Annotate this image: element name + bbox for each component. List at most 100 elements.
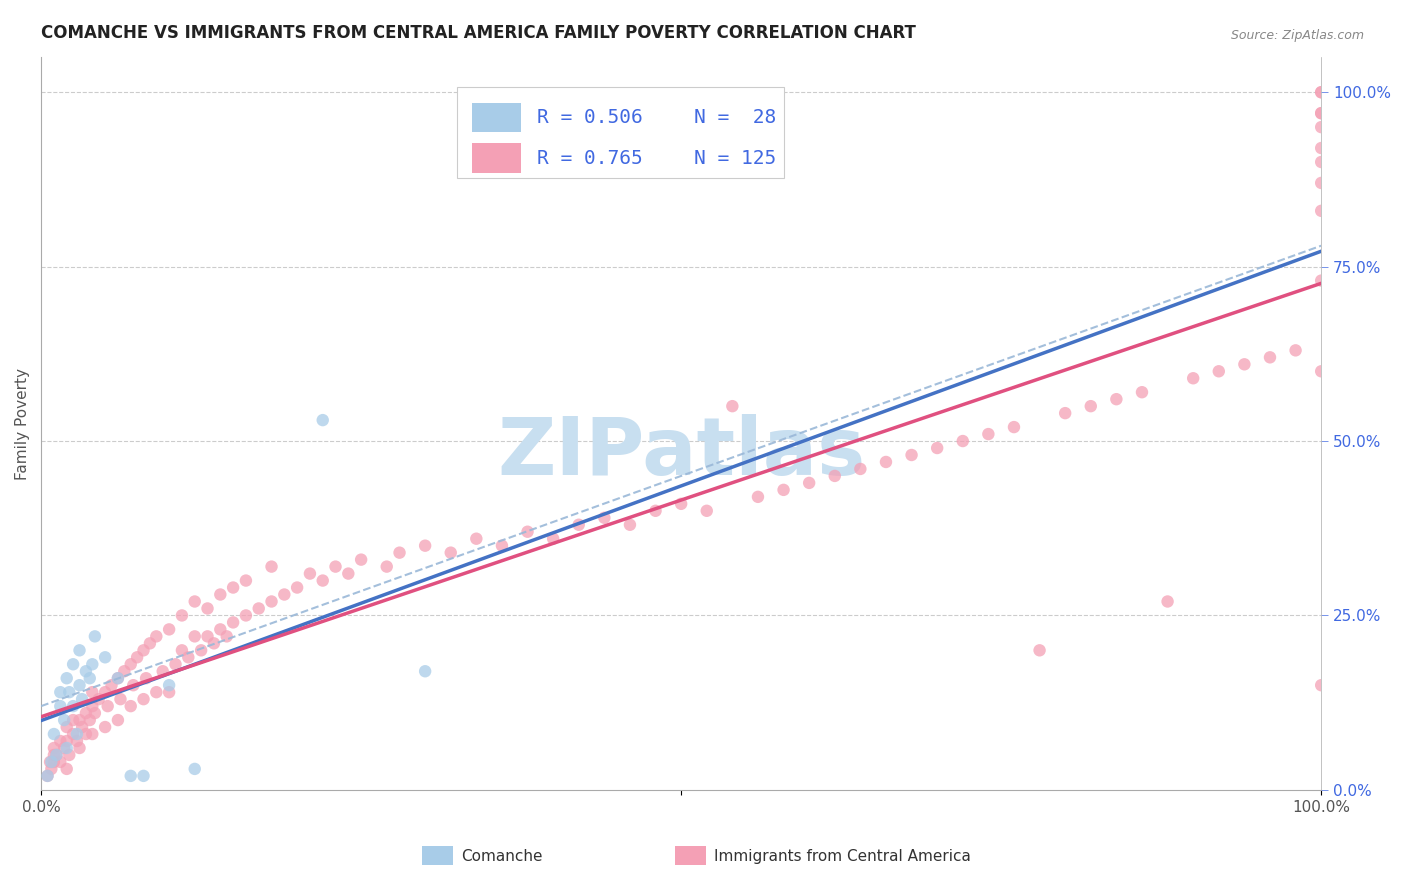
Point: [593, 510, 616, 524]
Point: [1310, 106, 1333, 120]
Point: [58, 747, 80, 762]
Point: [1182, 371, 1205, 385]
Point: [202, 636, 225, 650]
Y-axis label: Family Poverty: Family Poverty: [15, 368, 30, 480]
Point: [273, 587, 295, 601]
Point: [1310, 203, 1333, 218]
Point: [177, 650, 200, 665]
Point: [260, 559, 283, 574]
Point: [952, 434, 974, 448]
Point: [1310, 141, 1333, 155]
Point: [222, 581, 245, 595]
Point: [62, 699, 84, 714]
Point: [1310, 176, 1333, 190]
Point: [70, 692, 93, 706]
Point: [312, 574, 335, 588]
Point: [42, 747, 65, 762]
Point: [62, 713, 84, 727]
Point: [94, 685, 117, 699]
Point: [120, 769, 142, 783]
Point: [82, 685, 104, 699]
Point: [1310, 155, 1333, 169]
Point: [413, 665, 436, 679]
Point: [197, 601, 219, 615]
Point: [190, 643, 212, 657]
Point: [1105, 392, 1128, 407]
Point: [94, 650, 117, 665]
Point: [644, 504, 666, 518]
Point: [83, 706, 105, 720]
Point: [107, 671, 129, 685]
Point: [375, 559, 398, 574]
Point: [75, 665, 97, 679]
Point: [120, 699, 142, 714]
Point: [325, 559, 347, 574]
Point: [1130, 385, 1153, 400]
Point: [465, 532, 488, 546]
Point: [350, 552, 373, 566]
Point: [49, 685, 72, 699]
Point: [82, 699, 104, 714]
Point: [152, 665, 174, 679]
Point: [312, 413, 335, 427]
Point: [491, 539, 513, 553]
Text: N =  28: N = 28: [695, 108, 776, 128]
Point: [82, 727, 104, 741]
Point: [39, 755, 62, 769]
Point: [516, 524, 538, 539]
Point: [977, 427, 1000, 442]
Point: [145, 629, 167, 643]
FancyBboxPatch shape: [457, 87, 783, 178]
FancyBboxPatch shape: [472, 144, 522, 173]
Point: [45, 747, 67, 762]
Point: [145, 685, 167, 699]
Point: [1054, 406, 1077, 420]
Point: [69, 713, 91, 727]
Point: [157, 623, 180, 637]
FancyBboxPatch shape: [472, 103, 522, 132]
Point: [79, 713, 101, 727]
Point: [42, 741, 65, 756]
Point: [235, 608, 257, 623]
Text: R = 0.506: R = 0.506: [537, 108, 643, 128]
Point: [132, 643, 155, 657]
Point: [849, 462, 872, 476]
Point: [388, 546, 411, 560]
Point: [1310, 274, 1333, 288]
Point: [1258, 351, 1281, 365]
Point: [55, 734, 77, 748]
Point: [66, 734, 89, 748]
Point: [1156, 594, 1178, 608]
Point: [112, 665, 135, 679]
Point: [62, 727, 84, 741]
Point: [209, 623, 232, 637]
Point: [1310, 106, 1333, 120]
Point: [1310, 364, 1333, 378]
Point: [94, 720, 117, 734]
Point: [247, 601, 270, 615]
Point: [927, 441, 949, 455]
Point: [1028, 643, 1050, 657]
Point: [107, 713, 129, 727]
Point: [49, 755, 72, 769]
Text: Source: ZipAtlas.com: Source: ZipAtlas.com: [1230, 29, 1364, 42]
Point: [235, 574, 257, 588]
Point: [110, 692, 132, 706]
Point: [669, 497, 692, 511]
Point: [83, 629, 105, 643]
Point: [183, 762, 205, 776]
Point: [37, 769, 59, 783]
Point: [1284, 343, 1306, 358]
Point: [42, 755, 65, 769]
Point: [157, 685, 180, 699]
Point: [440, 546, 463, 560]
Point: [298, 566, 321, 581]
Point: [79, 671, 101, 685]
Point: [41, 755, 63, 769]
Point: [285, 581, 308, 595]
Point: [900, 448, 922, 462]
Point: [170, 643, 193, 657]
Point: [1310, 120, 1333, 135]
Point: [1080, 399, 1102, 413]
Point: [62, 657, 84, 672]
